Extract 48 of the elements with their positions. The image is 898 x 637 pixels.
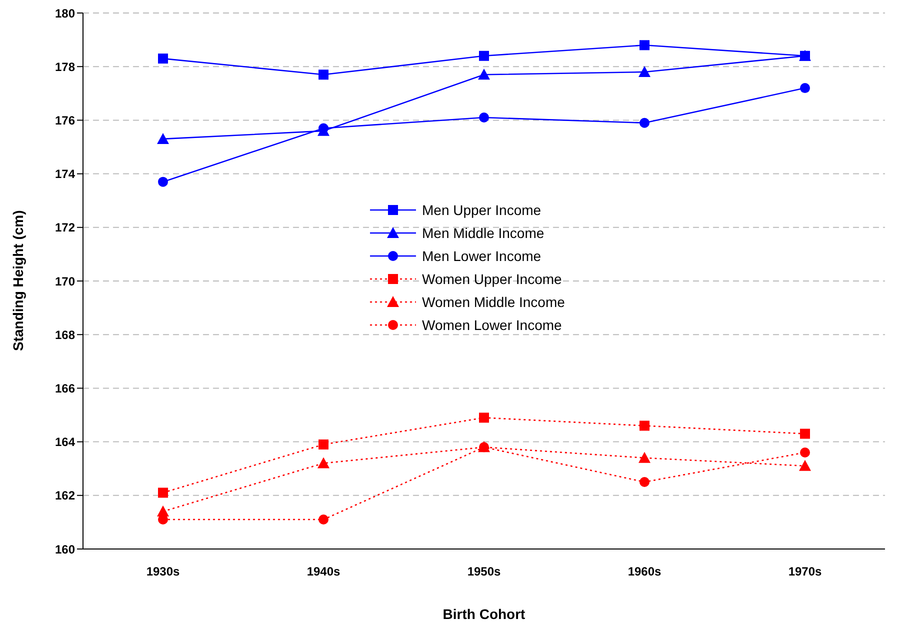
point (479, 112, 489, 123)
y-tick-label: 168 (54, 328, 76, 342)
y-tick-label: 170 (54, 274, 76, 288)
x-tick-label: 1970s (788, 564, 822, 579)
y-tick-label: 172 (54, 220, 76, 235)
y-tick-label: 174 (54, 167, 76, 182)
y-axis-title: Standing Height (cm) (10, 210, 26, 351)
legend-label: Men Middle Income (422, 224, 544, 240)
point (158, 54, 168, 64)
legend-label: Women Middle Income (422, 294, 565, 310)
point (158, 176, 168, 187)
y-tick-label: 166 (54, 381, 76, 396)
legend-label: Women Upper Income (422, 270, 562, 286)
point (640, 40, 650, 50)
point (638, 452, 650, 463)
point (157, 132, 169, 144)
point (479, 412, 489, 423)
point (157, 505, 169, 516)
y-tick-label: 178 (54, 60, 76, 74)
y-tick-label: 176 (54, 113, 76, 128)
point (318, 70, 328, 80)
x-tick-label: 1930s (146, 564, 180, 579)
point (640, 118, 650, 128)
y-tick-label: 162 (54, 488, 76, 503)
point (640, 477, 650, 487)
point (638, 66, 650, 77)
point (318, 457, 330, 468)
point (799, 460, 811, 471)
point (479, 50, 489, 61)
x-axis-title: Birth Cohort (442, 606, 526, 622)
point (800, 83, 810, 94)
point (640, 420, 650, 431)
point (318, 514, 328, 525)
legend-label: Women Lower Income (422, 316, 562, 332)
y-tick-label: 160 (54, 542, 76, 556)
x-tick-label: 1940s (306, 564, 341, 579)
y-tick-label: 180 (54, 6, 76, 20)
point (478, 68, 490, 80)
point (800, 428, 810, 439)
x-tick-label: 1950s (467, 564, 502, 579)
x-tick-label: 1960s (628, 564, 662, 579)
y-tick-label: 164 (54, 435, 76, 450)
point (800, 448, 810, 458)
point (800, 50, 810, 61)
legend-label: Men Upper Income (422, 202, 542, 218)
point (158, 488, 168, 498)
point (318, 439, 328, 450)
legend-label: Men Lower Income (422, 248, 542, 264)
